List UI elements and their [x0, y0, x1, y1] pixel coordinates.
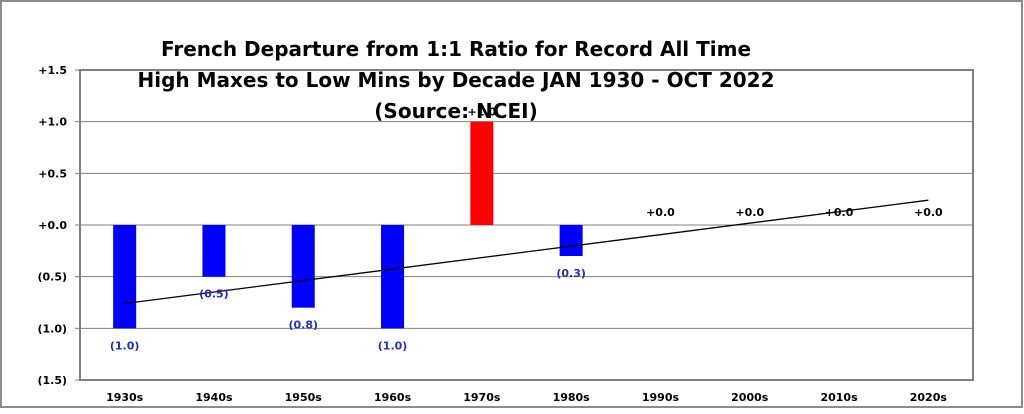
x-tick-label: 2010s — [820, 391, 858, 404]
x-tick-label: 1940s — [195, 391, 233, 404]
data-label-2020s: +0.0 — [914, 206, 943, 219]
bar-1960s — [381, 225, 405, 329]
bar-1940s — [202, 225, 226, 277]
x-tick-label: 2000s — [731, 391, 769, 404]
y-axis-ticks: +1.5 +1.0 +0.5 +0.0 (0.5) (1.0) (1.5) — [37, 64, 80, 387]
bar-1930s — [113, 225, 137, 329]
y-tick-label: (1.5) — [37, 374, 67, 387]
chart-title-line-2: High Maxes to Low Mins by Decade JAN 193… — [137, 68, 774, 92]
bar-1980s — [559, 225, 583, 256]
x-tick-label: 1970s — [463, 391, 501, 404]
data-label-1930s: (1.0) — [110, 339, 140, 352]
chart-title-line-1: French Departure from 1:1 Ratio for Reco… — [161, 37, 751, 61]
x-tick-label: 1960s — [374, 391, 412, 404]
chart-title: French Departure from 1:1 Ratio for Reco… — [137, 37, 774, 123]
bar-1950s — [291, 225, 315, 308]
y-tick-label: +1.5 — [38, 64, 67, 77]
x-tick-label: 1990s — [642, 391, 680, 404]
bar-1970s — [470, 121, 494, 225]
x-tick-label: 1930s — [106, 391, 144, 404]
x-tick-label: 1980s — [553, 391, 591, 404]
data-label-1980s: (0.3) — [556, 267, 586, 280]
y-tick-label: +0.0 — [38, 219, 67, 232]
x-tick-label: 1950s — [285, 391, 323, 404]
x-axis-ticks: 1930s 1940s 1950s 1960s 1970s 1980s 1990s 2000s… — [106, 391, 947, 404]
data-labels: (1.0) (0.5) (0.8) (1.0) +1.0 (0.3) +0.0 +0.0 +0.… — [110, 106, 943, 353]
data-label-1940s: (0.5) — [199, 288, 229, 301]
y-tick-label: +0.5 — [38, 167, 67, 180]
data-label-2000s: +0.0 — [735, 206, 764, 219]
y-tick-label: +1.0 — [38, 116, 67, 129]
data-label-1970s: +1.0 — [467, 106, 496, 119]
chart-title-line-3: (Source: NCEI) — [374, 99, 537, 123]
trend-layer — [124, 199, 929, 305]
y-tick-label: (0.5) — [37, 271, 67, 284]
data-label-1950s: (0.8) — [288, 319, 318, 332]
y-tick-label: (1.0) — [37, 322, 67, 335]
x-tick-label: 2020s — [910, 391, 948, 404]
data-label-1990s: +0.0 — [646, 206, 675, 219]
data-label-2010s: +0.0 — [825, 206, 854, 219]
data-label-1960s: (1.0) — [378, 339, 408, 352]
trendline — [124, 199, 929, 305]
